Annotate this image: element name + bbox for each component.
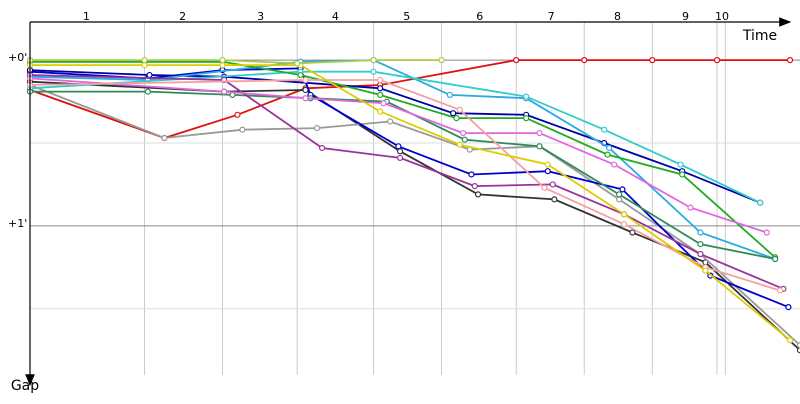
point — [378, 78, 383, 83]
point — [582, 58, 587, 63]
point — [552, 197, 557, 202]
x-tick-label: 9 — [682, 10, 689, 23]
point — [617, 197, 622, 202]
point — [398, 149, 403, 154]
point — [320, 145, 325, 150]
point — [622, 222, 627, 227]
point — [622, 212, 627, 217]
point — [439, 58, 444, 63]
x-tick-label: 2 — [179, 10, 186, 23]
point — [630, 230, 635, 235]
point — [605, 152, 610, 157]
point — [303, 96, 308, 101]
point — [545, 162, 550, 167]
series-line — [30, 65, 790, 340]
point — [145, 89, 150, 94]
point — [381, 101, 386, 106]
point — [235, 112, 240, 117]
point — [222, 89, 227, 94]
point — [537, 144, 542, 149]
point — [550, 182, 555, 187]
point — [764, 230, 769, 235]
point — [220, 58, 225, 63]
series-line — [30, 75, 783, 289]
point — [715, 58, 720, 63]
point — [240, 127, 245, 132]
point — [461, 131, 466, 136]
point — [295, 61, 300, 66]
point — [396, 144, 401, 149]
y-tick-label: +0' — [8, 51, 27, 64]
point — [298, 73, 303, 78]
point — [773, 257, 778, 262]
point — [454, 116, 459, 121]
point — [524, 94, 529, 99]
point — [476, 192, 481, 197]
point — [607, 145, 612, 150]
point — [469, 172, 474, 177]
point — [537, 131, 542, 136]
x-tick-label: 5 — [403, 10, 410, 23]
point — [303, 78, 308, 83]
x-tick-label: 1 — [83, 10, 90, 23]
point — [315, 126, 320, 131]
x-tick-label: 10 — [715, 10, 729, 23]
point — [457, 142, 462, 147]
point — [680, 172, 685, 177]
point — [758, 200, 763, 205]
point — [378, 86, 383, 91]
point — [650, 58, 655, 63]
point — [524, 116, 529, 121]
x-axis-label: Time — [742, 28, 777, 44]
x-tick-label: 7 — [548, 10, 555, 23]
point — [788, 58, 793, 63]
point — [620, 187, 625, 192]
point — [220, 63, 225, 68]
series-line — [30, 85, 800, 345]
point — [602, 127, 607, 132]
point — [786, 305, 791, 310]
point — [542, 185, 547, 190]
point — [398, 155, 403, 160]
point — [147, 73, 152, 78]
point — [371, 69, 376, 74]
point — [462, 137, 467, 142]
point — [688, 205, 693, 210]
point — [457, 107, 462, 112]
point — [703, 268, 708, 273]
y-axis-label: Gap — [11, 378, 39, 394]
point — [388, 119, 393, 124]
point — [612, 162, 617, 167]
point — [378, 92, 383, 97]
point — [698, 252, 703, 257]
point — [447, 92, 452, 97]
point — [451, 111, 456, 116]
point — [788, 338, 793, 343]
point — [545, 169, 550, 174]
point — [472, 184, 477, 189]
x-tick-label: 6 — [476, 10, 483, 23]
x-tick-label: 8 — [614, 10, 621, 23]
point — [617, 192, 622, 197]
point — [698, 230, 703, 235]
point — [778, 288, 783, 293]
point — [371, 58, 376, 63]
point — [678, 162, 683, 167]
series-line — [30, 82, 800, 351]
series-line — [30, 70, 760, 203]
point — [698, 242, 703, 247]
point — [162, 136, 167, 141]
point — [142, 63, 147, 68]
y-tick-label: +1' — [8, 217, 27, 230]
point — [378, 109, 383, 114]
x-tick-label: 4 — [332, 10, 339, 23]
point — [514, 58, 519, 63]
point — [142, 58, 147, 63]
x-tick-label: 3 — [257, 10, 264, 23]
